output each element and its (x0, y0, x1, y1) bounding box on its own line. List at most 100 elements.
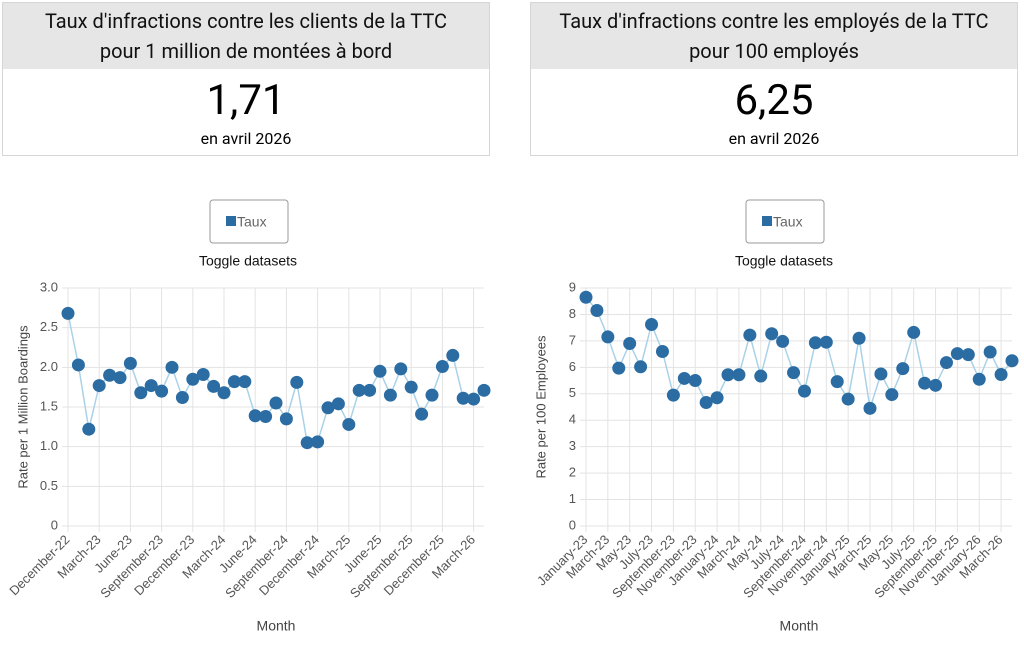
y-axis-title: Rate per 1 Million Boardings (15, 325, 30, 489)
data-point (331, 397, 345, 411)
data-point (797, 384, 811, 398)
toggle-label: Toggle datasets (199, 253, 297, 269)
data-point (311, 435, 325, 449)
kpi-caption: en avril 2026 (200, 129, 292, 148)
card-title: Taux d'infractions contre les clients de… (44, 9, 448, 33)
data-point (456, 391, 470, 405)
y-tick-label: 1.0 (40, 438, 58, 453)
y-tick-label: 9 (569, 279, 576, 294)
y-tick-label: 1.5 (40, 398, 58, 413)
data-point (165, 360, 179, 374)
data-point (217, 386, 231, 400)
data-point (688, 374, 702, 388)
data-point (82, 422, 96, 436)
data-point (677, 371, 691, 385)
data-point (61, 306, 75, 320)
data-point (300, 436, 314, 450)
data-point (103, 368, 117, 382)
data-point (710, 391, 724, 405)
data-point (907, 325, 921, 339)
data-point (238, 375, 252, 389)
data-point (144, 379, 158, 393)
data-point (425, 388, 439, 402)
data-point (134, 386, 148, 400)
x-axis-title: Month (257, 618, 296, 634)
data-point (259, 410, 273, 424)
legend-button[interactable]: Taux (209, 199, 289, 244)
series-line (585, 296, 1013, 409)
data-point (841, 392, 855, 406)
legend-button[interactable]: Taux (745, 199, 825, 244)
data-point (363, 383, 377, 397)
card-title: pour 1 million de montées à bord (99, 39, 393, 63)
y-tick-label: 0 (569, 517, 576, 532)
data-point (623, 337, 637, 351)
card-header: Taux d'infractions contre les clients de… (3, 3, 489, 69)
data-point (415, 407, 429, 421)
y-tick-label: 1 (569, 491, 576, 506)
legend-label[interactable]: Taux (773, 214, 803, 230)
data-point (983, 345, 997, 359)
data-point (666, 388, 680, 402)
data-point (207, 379, 221, 393)
data-point (645, 317, 659, 331)
y-axis-title: Rate per 100 Employees (533, 335, 548, 479)
data-point (929, 378, 943, 392)
data-point (579, 290, 593, 304)
y-tick-label: 7 (569, 332, 576, 347)
data-point (612, 361, 626, 375)
data-point (394, 362, 408, 376)
data-point (446, 348, 460, 362)
y-tick-label: 2 (569, 465, 576, 480)
data-point (950, 347, 964, 361)
data-point (830, 375, 844, 389)
data-point (655, 344, 669, 358)
data-point (776, 334, 790, 348)
kpi-caption: en avril 2026 (728, 129, 820, 148)
data-point (71, 358, 85, 372)
y-tick-label: 3 (569, 438, 576, 453)
data-point (404, 380, 418, 394)
card-header: Taux d'infractions contre les employés d… (531, 3, 1017, 69)
legend-swatch[interactable] (762, 216, 772, 226)
data-point (342, 417, 356, 431)
data-point (248, 409, 262, 423)
data-point (896, 362, 910, 376)
data-point (352, 383, 366, 397)
data-point (155, 384, 169, 398)
data-point (918, 376, 932, 390)
legend-label[interactable]: Taux (237, 214, 267, 230)
data-point (373, 364, 387, 378)
data-point (279, 412, 293, 426)
data-point (269, 396, 283, 410)
legend-frame[interactable] (209, 199, 289, 244)
data-point (175, 390, 189, 404)
data-point (699, 396, 713, 410)
data-point (863, 401, 877, 415)
y-tick-label: 4 (569, 412, 576, 427)
data-point (808, 336, 822, 350)
y-tick-label: 0.5 (40, 478, 58, 493)
data-point (885, 388, 899, 402)
card-title: pour 100 employés (689, 39, 859, 63)
legend-swatch[interactable] (226, 216, 236, 226)
data-point (321, 401, 335, 415)
data-point (972, 372, 986, 386)
y-tick-label: 5 (569, 385, 576, 400)
data-point (939, 356, 953, 370)
data-point (383, 388, 397, 402)
toggle-label: Toggle datasets (735, 253, 833, 269)
legend-frame[interactable] (745, 199, 825, 244)
y-tick-label: 6 (569, 359, 576, 374)
y-tick-label: 3.0 (40, 279, 58, 294)
card-title: Taux d'infractions contre les employés d… (559, 9, 989, 33)
x-axis-title: Month (780, 618, 819, 634)
data-point (852, 331, 866, 345)
data-point (634, 360, 648, 374)
data-point (113, 371, 127, 385)
data-point (467, 392, 481, 406)
kpi-value: 1,71 (206, 76, 286, 125)
